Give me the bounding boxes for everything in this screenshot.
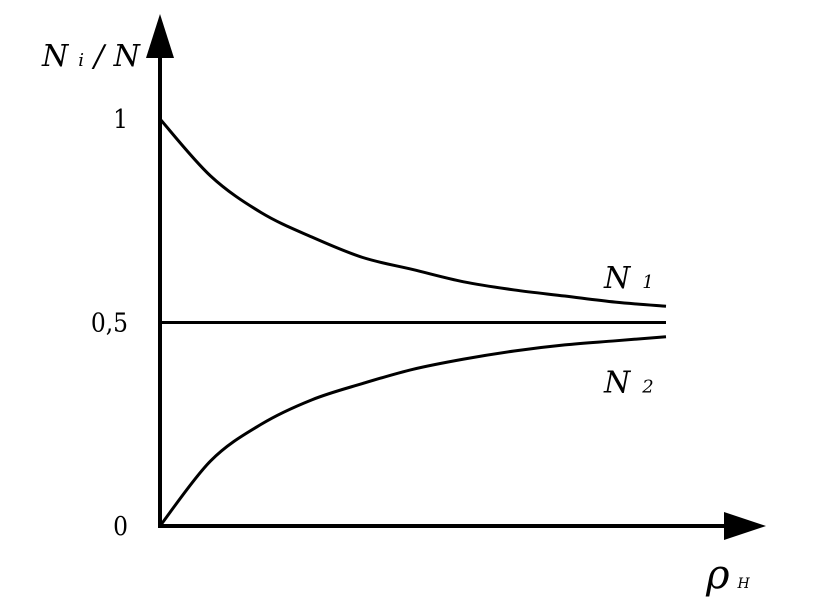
- series-lines: [158, 118, 667, 527]
- y-tick-label: 1: [113, 105, 128, 135]
- y-tick-labels: 00,51: [91, 105, 128, 542]
- y-tick-label: 0: [113, 512, 128, 542]
- series-line-3: [158, 335, 667, 527]
- y-tick-label: 0,5: [91, 309, 128, 339]
- series-labels: N 1 N 2: [603, 261, 654, 401]
- series-line-1: [158, 118, 667, 308]
- x-axis-arrow: [724, 512, 766, 540]
- y-axis-arrow: [146, 14, 174, 58]
